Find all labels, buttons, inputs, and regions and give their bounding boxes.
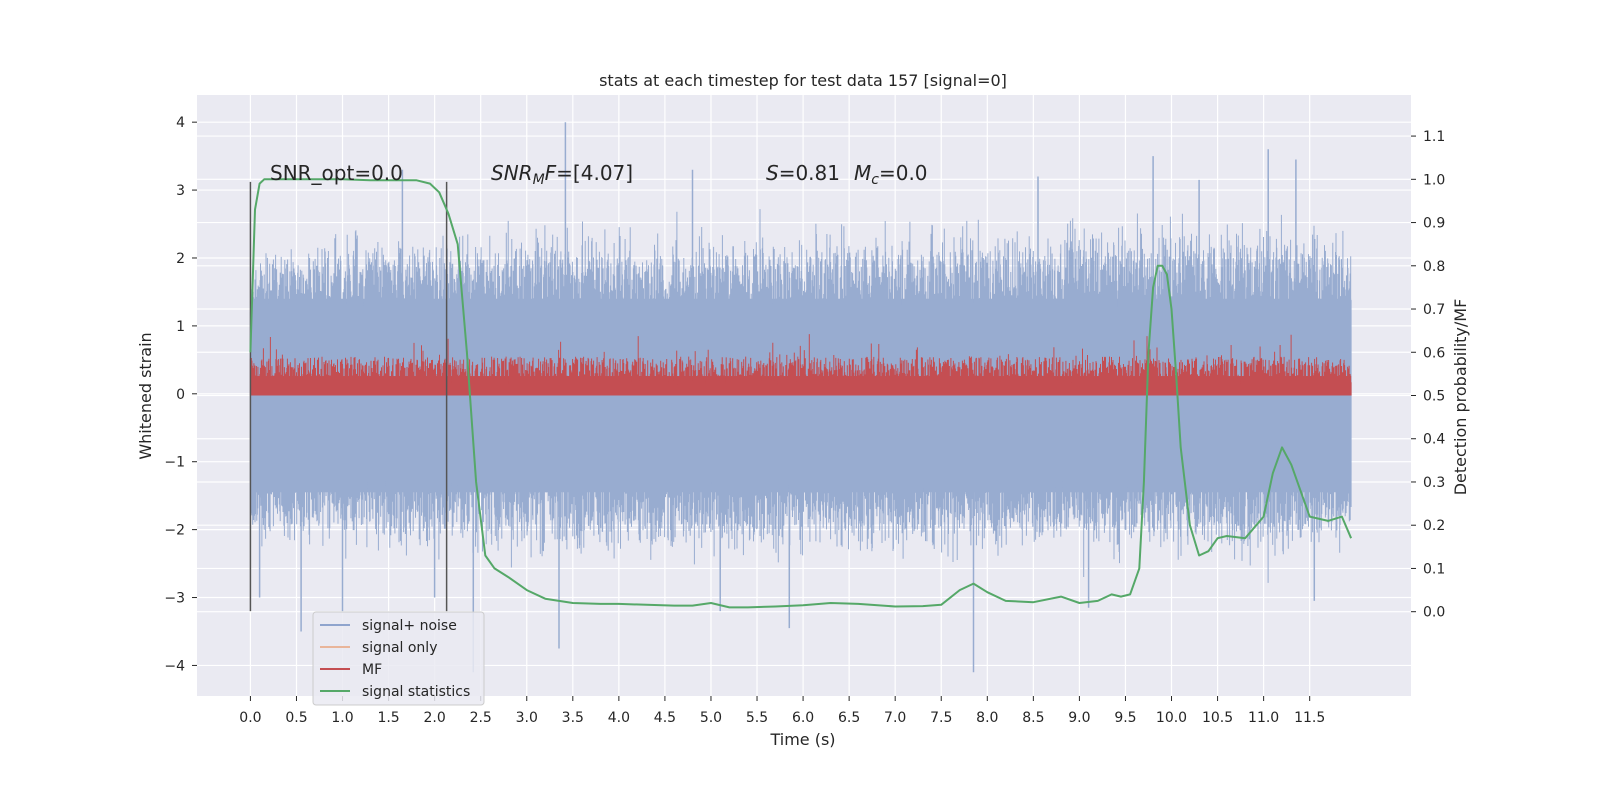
x-tick-label: 10.5 [1202,710,1233,726]
y-tick-label: 1 [176,319,185,335]
x-tick-label: 5.0 [700,710,722,726]
legend: signal+ noise signal only MF signal stat… [312,611,485,706]
snr-mf-symbol-2: F [545,161,557,185]
x-tick-label: 11.5 [1294,710,1325,726]
legend-label-stats: signal statistics [362,684,470,700]
legend-label-noise: signal+ noise [362,618,457,634]
annotation-s-mc: S=0.81 Mc=0.0 [766,161,928,188]
y-tick-label: 2 [176,251,185,267]
x-tick-label: 2.5 [470,710,492,726]
x-tick-label: 9.5 [1114,710,1136,726]
y2-axis-ticks: 1.1 1.0 0.9 0.8 0.7 0.6 0.5 0.4 0.3 0.2 0.1 0.0 [1411,129,1445,621]
y2-tick-label: 0.2 [1423,518,1445,534]
x-tick-label: 9.0 [1068,710,1090,726]
x-tick-label: 7.0 [884,710,906,726]
y2-tick-label: 0.4 [1423,432,1445,448]
x-tick-label: 2.0 [424,710,446,726]
x-tick-label: 3.5 [562,710,584,726]
x-tick-label: 6.0 [792,710,814,726]
series-signal-statistics [249,178,1353,609]
y2-axis-title: Detection probability/MF [1451,299,1470,496]
x-axis-title: Time (s) [769,730,835,749]
vertical-markers [249,181,448,612]
legend-label-mf: MF [362,662,382,678]
y-tick-label: −1 [164,455,185,471]
snr-mf-value: =[4.07] [556,161,633,185]
legend-box [312,611,485,706]
y2-tick-label: 0.9 [1423,216,1445,232]
x-tick-label: 0.0 [239,710,261,726]
y2-tick-label: 0.1 [1423,561,1445,577]
x-tick-label: 1.0 [331,710,353,726]
mc-subscript: c [871,172,879,188]
s-value: =0.81 [779,161,840,185]
x-tick-label: 3.0 [516,710,538,726]
chart-title: stats at each timestep for test data 157… [599,71,1007,90]
s-symbol: S [766,161,779,185]
y-tick-label: 0 [176,387,185,403]
snr-mf-subscript: M [533,172,545,188]
x-tick-label: 10.0 [1156,710,1187,726]
y-axis-ticks: 4 3 2 1 0 −1 −2 −3 −4 [164,115,197,674]
y2-tick-label: 0.6 [1423,345,1445,361]
annotation-snr-opt: SNR_opt=0.0 [270,161,403,185]
x-tick-label: 0.5 [285,710,307,726]
noise-outliers [258,122,1316,673]
x-tick-label: 4.0 [608,710,630,726]
x-tick-label: 8.0 [976,710,998,726]
y2-tick-label: 0.0 [1423,605,1445,621]
y2-tick-label: 1.1 [1423,129,1445,145]
y2-tick-label: 0.5 [1423,389,1445,405]
x-tick-label: 4.5 [654,710,676,726]
x-tick-label: 11.0 [1248,710,1279,726]
mc-symbol: M [854,161,871,185]
mc-value: =0.0 [879,161,928,185]
x-tick-label: 7.5 [930,710,952,726]
y2-tick-label: 0.8 [1423,259,1445,275]
y-tick-label: 4 [176,115,185,131]
y2-tick-label: 0.7 [1423,302,1445,318]
snr-mf-symbol: SNR [491,161,533,185]
legend-label-signal: signal only [362,640,437,656]
x-tick-label: 8.5 [1022,710,1044,726]
series-mf [249,334,1352,396]
x-axis-ticks: 0.0 0.5 1.0 1.5 2.0 2.5 3.0 3.5 4.0 4.5 5.0 5.5 6.0 6… [239,696,1325,726]
y-tick-label: −4 [164,658,185,674]
y-tick-label: 3 [176,183,185,199]
annotation-snr-mf: SNRMF=[4.07] [491,161,633,188]
x-tick-label: 1.5 [377,710,399,726]
y2-tick-label: 1.0 [1423,172,1445,188]
x-tick-label: 5.5 [746,710,768,726]
y-axis-title: Whitened strain [136,332,155,459]
signal-statistics-line [249,178,1353,609]
y-tick-label: −2 [164,523,185,539]
y-tick-label: −3 [164,591,185,607]
x-tick-label: 6.5 [838,710,860,726]
y2-tick-label: 0.3 [1423,475,1445,491]
